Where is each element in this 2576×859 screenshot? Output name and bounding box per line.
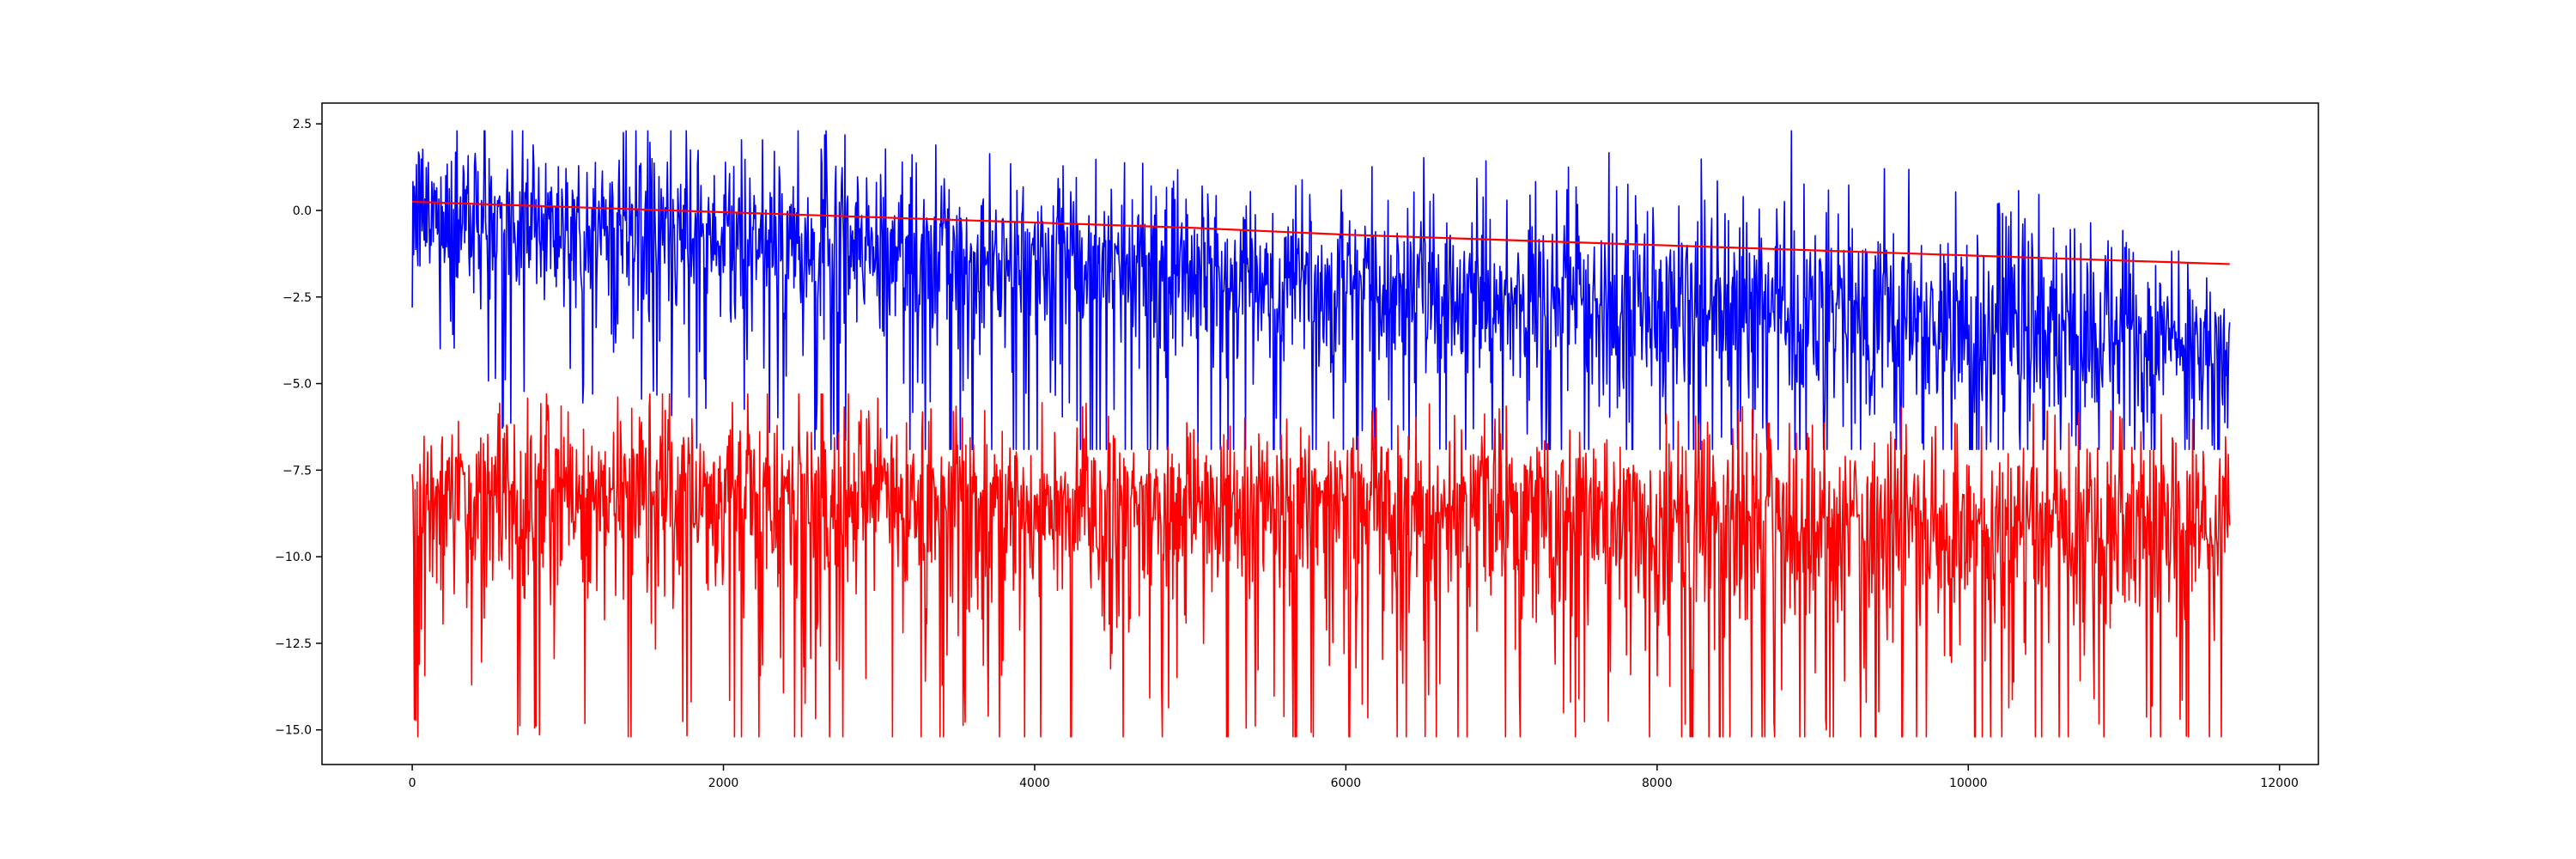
y-tick-label: −2.5	[283, 291, 312, 305]
y-tick-label: −10.0	[275, 551, 312, 564]
x-tick-label: 4000	[1019, 777, 1050, 790]
y-tick-label: −15.0	[275, 724, 312, 738]
series-1-line	[411, 393, 2231, 738]
x-tick-label: 0	[409, 777, 416, 790]
x-tick-label: 2000	[708, 777, 739, 790]
y-tick-label: 0.0	[293, 204, 312, 218]
x-tick-label: 8000	[1642, 777, 1673, 790]
y-axis: 2.5 0.0 −2.5 −5.0 −7.5 −10.0 −12.5 −15.0	[275, 118, 322, 738]
x-tick-label: 6000	[1331, 777, 1362, 790]
y-tick-label: −7.5	[283, 464, 312, 478]
y-tick-label: 2.5	[293, 118, 312, 131]
x-axis: 0 2000 4000 6000 8000 10000 12000	[409, 765, 2299, 790]
series-2-line	[412, 200, 2230, 265]
x-tick-label: 12000	[2260, 777, 2299, 790]
y-tick-label: −5.0	[283, 378, 312, 392]
series-layer	[411, 130, 2231, 738]
x-tick-label: 10000	[1949, 777, 1988, 790]
series-0-line	[411, 130, 2231, 450]
y-tick-label: −12.5	[275, 637, 312, 651]
plot-frame	[321, 102, 2319, 765]
